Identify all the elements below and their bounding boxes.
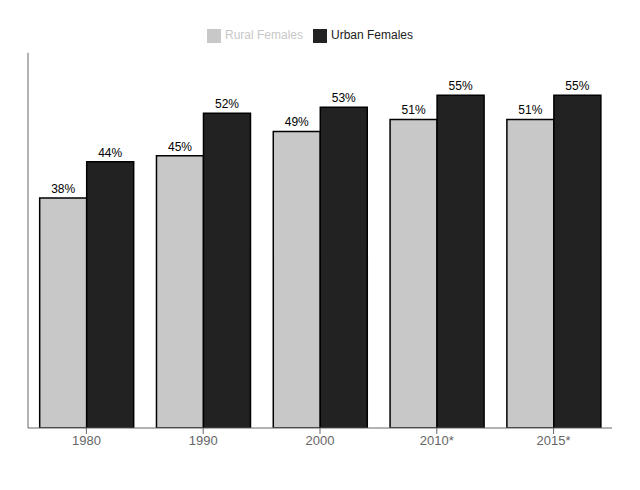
svg-text:1990: 1990 bbox=[189, 433, 218, 448]
svg-text:52%: 52% bbox=[215, 97, 239, 111]
svg-text:53%: 53% bbox=[332, 91, 356, 105]
svg-text:2010*: 2010* bbox=[420, 433, 454, 448]
svg-text:44%: 44% bbox=[98, 146, 122, 160]
svg-text:49%: 49% bbox=[285, 115, 309, 129]
svg-text:55%: 55% bbox=[449, 79, 473, 93]
svg-text:2000: 2000 bbox=[306, 433, 335, 448]
svg-text:2015*: 2015* bbox=[537, 433, 571, 448]
svg-text:55%: 55% bbox=[565, 79, 589, 93]
svg-text:51%: 51% bbox=[518, 103, 542, 117]
svg-text:51%: 51% bbox=[402, 103, 426, 117]
svg-text:1980: 1980 bbox=[72, 433, 101, 448]
html-text:Urban Females: Urban Females bbox=[331, 28, 413, 42]
svg-text:45%: 45% bbox=[168, 140, 192, 154]
svg-text:38%: 38% bbox=[51, 182, 75, 196]
html-text:Rural Females: Rural Females bbox=[225, 28, 303, 42]
